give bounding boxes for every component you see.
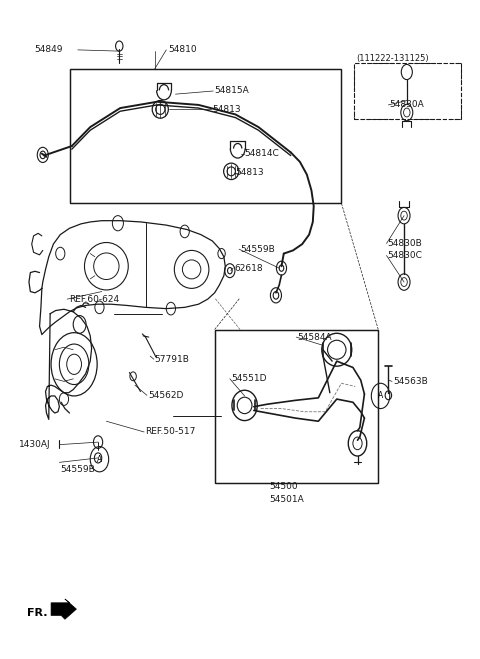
Text: (111222-131125): (111222-131125)	[356, 54, 429, 63]
Text: 54500: 54500	[269, 482, 298, 491]
Text: A: A	[378, 391, 383, 401]
Text: REF.60-624: REF.60-624	[70, 295, 120, 304]
Text: 62618: 62618	[234, 264, 263, 273]
Text: 54849: 54849	[34, 45, 62, 55]
Text: 54830B: 54830B	[387, 239, 422, 248]
Text: 54813: 54813	[212, 105, 241, 114]
Text: 54563B: 54563B	[393, 377, 428, 386]
Text: REF.50-517: REF.50-517	[145, 428, 196, 436]
Text: 54830C: 54830C	[387, 251, 422, 260]
Text: 54562D: 54562D	[148, 391, 183, 400]
Bar	[354, 63, 461, 119]
Text: 54814C: 54814C	[245, 149, 279, 158]
Text: 54559B: 54559B	[240, 244, 275, 254]
Text: 54559B: 54559B	[60, 465, 95, 474]
Bar	[215, 330, 378, 482]
Text: 1430AJ: 1430AJ	[19, 440, 50, 449]
Text: 54830A: 54830A	[390, 100, 424, 109]
Text: 54551D: 54551D	[231, 374, 266, 384]
Text: 54810: 54810	[168, 45, 197, 55]
Text: 54501A: 54501A	[269, 494, 304, 503]
Text: 57791B: 57791B	[155, 355, 190, 364]
Text: 54584A: 54584A	[298, 333, 332, 341]
Text: A: A	[97, 455, 102, 464]
Text: 54813: 54813	[235, 168, 264, 177]
Text: REF.60-624: REF.60-624	[70, 295, 120, 304]
Bar	[70, 69, 341, 203]
Text: REF.50-517: REF.50-517	[145, 428, 196, 436]
Text: 54815A: 54815A	[215, 86, 250, 96]
Text: FR.: FR.	[27, 608, 48, 618]
Bar	[70, 69, 341, 203]
Polygon shape	[51, 599, 76, 619]
Bar	[354, 63, 461, 119]
Bar	[215, 330, 378, 482]
